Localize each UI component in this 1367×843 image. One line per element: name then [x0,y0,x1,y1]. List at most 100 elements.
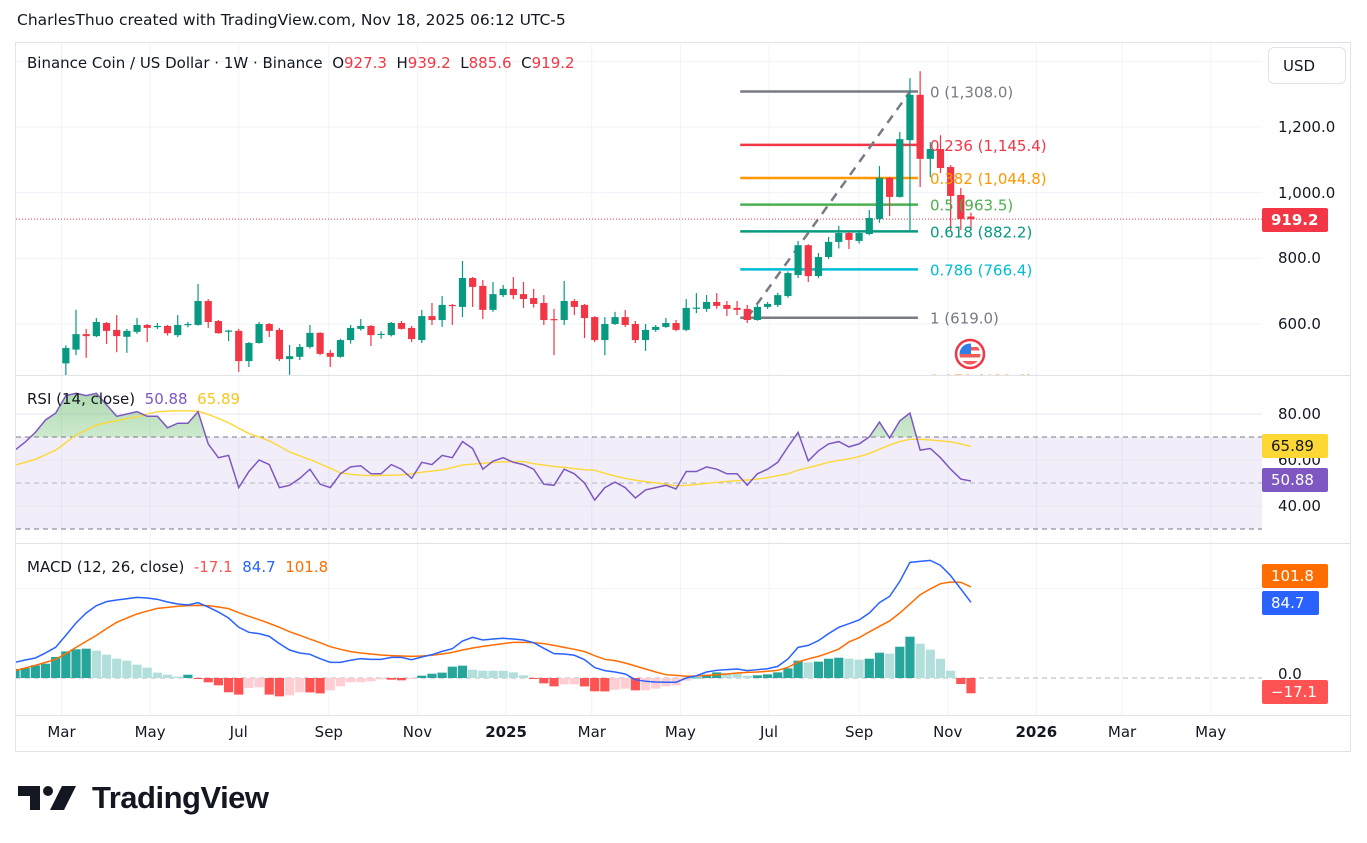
candle[interactable] [377,331,385,339]
candle[interactable] [509,277,517,300]
candle[interactable] [794,240,802,279]
candle[interactable] [875,166,884,223]
candle[interactable] [865,210,873,236]
candle[interactable] [631,321,639,344]
rsi-legend[interactable]: RSI (14, close) 50.88 65.89 [27,390,240,408]
candle[interactable] [62,345,70,376]
candle[interactable] [123,328,131,353]
candle[interactable] [245,342,253,367]
candle[interactable] [326,349,334,367]
candle[interactable] [285,344,294,375]
candle[interactable] [194,283,202,326]
candle[interactable] [560,280,568,325]
candle[interactable] [886,176,894,216]
candle[interactable] [235,328,243,372]
candle[interactable] [397,321,406,330]
macd-legend[interactable]: MACD (12, 26, close) -17.1 84.7 101.8 [27,558,328,576]
candle[interactable] [479,279,487,320]
currency-button[interactable]: USD [1268,47,1346,84]
candle[interactable] [153,322,161,329]
candle[interactable] [570,299,578,316]
candle[interactable] [926,142,934,178]
candle[interactable] [113,315,121,353]
candle[interactable] [82,328,90,358]
tradingview-logo[interactable]: TradingView [18,780,269,816]
candle[interactable] [418,309,426,344]
price-pane[interactable]: 0 (1,308.0) 0.236 (1,145.4) 0.382 (1,044.8… [16,71,1262,389]
candle[interactable] [255,322,263,344]
candle[interactable] [347,324,355,344]
candle[interactable] [275,327,284,362]
candle[interactable] [580,303,589,339]
candle[interactable] [814,253,823,279]
fib-trend-line[interactable] [746,90,911,319]
candle[interactable] [804,244,812,282]
candle[interactable] [92,318,100,338]
macd-signal-line[interactable] [15,581,972,678]
candle[interactable] [367,324,375,346]
candle[interactable] [855,232,863,244]
candle[interactable] [357,319,365,331]
candle[interactable] [448,303,456,325]
macd-line[interactable] [15,559,972,684]
candle[interactable] [316,332,324,356]
candle[interactable] [458,260,467,318]
candle[interactable] [763,301,772,309]
candle[interactable] [540,295,548,325]
candle[interactable] [611,311,619,325]
candle[interactable] [652,324,660,332]
candle[interactable] [743,304,751,323]
candle[interactable] [916,71,924,188]
candle[interactable] [702,295,711,312]
candle[interactable] [692,293,700,314]
rsi-line[interactable] [15,392,972,502]
rsi-ma-line[interactable] [15,410,972,487]
candle[interactable] [682,299,690,332]
candle[interactable] [967,212,975,231]
candle[interactable] [102,322,111,345]
symbol-legend[interactable]: Binance Coin / US Dollar · 1W · Binance … [27,54,575,72]
candle[interactable] [224,329,233,342]
candle[interactable] [947,165,955,231]
candle[interactable] [428,302,436,325]
candle[interactable] [641,323,650,351]
candle[interactable] [906,78,914,231]
candle[interactable] [753,304,762,321]
rsi-plot[interactable] [15,392,1262,530]
candle[interactable] [306,324,314,349]
candle[interactable] [214,320,222,334]
candle[interactable] [163,324,172,336]
candle[interactable] [296,344,304,361]
candle[interactable] [438,296,446,327]
candle[interactable] [591,316,599,343]
candle[interactable] [723,300,731,317]
candle[interactable] [662,318,670,328]
candle[interactable] [499,284,507,298]
candle[interactable] [713,293,721,309]
candle[interactable] [825,236,833,259]
candle[interactable] [530,288,538,308]
candle[interactable] [835,225,843,249]
candle[interactable] [774,292,782,307]
candle[interactable] [672,320,680,332]
candle[interactable] [784,271,792,298]
candle[interactable] [72,309,80,356]
candle[interactable] [174,315,182,338]
rsi-pane[interactable] [15,392,1262,530]
candle[interactable] [265,322,273,338]
candle[interactable] [957,188,965,231]
candle[interactable] [601,317,609,356]
candle[interactable] [845,232,853,250]
candle[interactable] [387,322,395,337]
candle[interactable] [896,131,904,198]
candle[interactable] [550,308,558,356]
candle[interactable] [133,318,141,334]
candle[interactable] [621,309,629,327]
candle[interactable] [519,281,528,308]
candle[interactable] [143,323,151,343]
candle[interactable] [184,322,192,328]
candle[interactable] [489,281,497,312]
candle[interactable] [936,135,945,173]
candle[interactable] [336,338,345,358]
